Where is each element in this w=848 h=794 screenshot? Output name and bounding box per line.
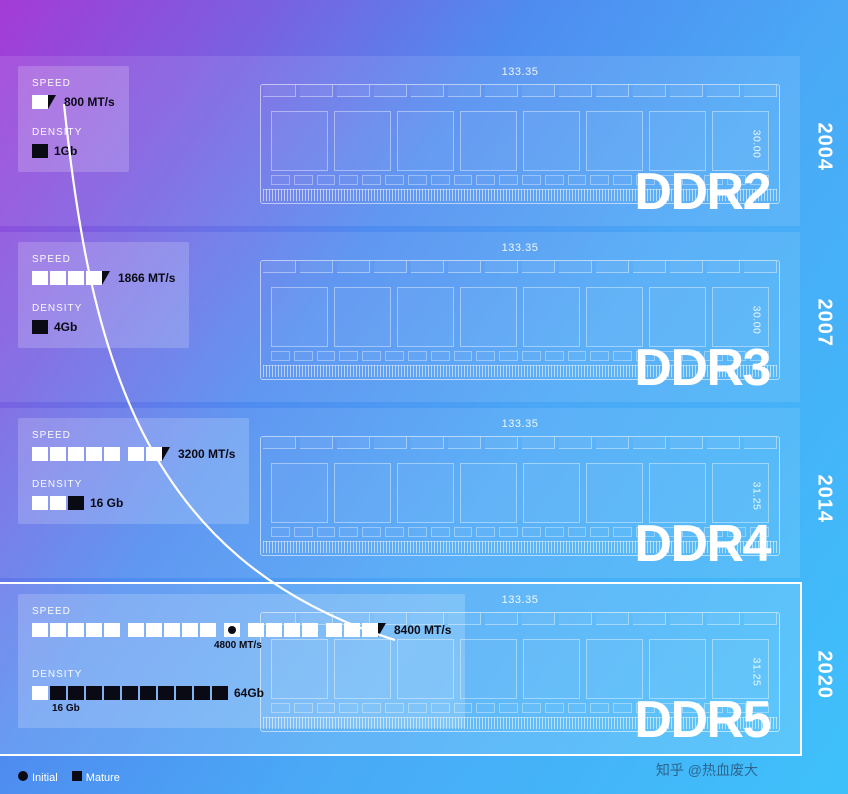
module-notch-row <box>261 261 779 275</box>
speed-initial-value: 4800 MT/s <box>214 640 451 651</box>
module-height-label: 31.25 <box>751 658 763 687</box>
module-width-label: 133.35 <box>502 66 539 78</box>
density-value: 16 Gb <box>90 496 123 510</box>
module-height-label: 31.25 <box>751 482 763 511</box>
generation-name: DDR2 <box>634 166 770 218</box>
speed-mature-value: 1866 MT/s <box>118 271 175 285</box>
speed-label: SPEED <box>32 430 235 441</box>
density-value: 1Gb <box>54 144 77 158</box>
generation-name: DDR4 <box>634 518 770 570</box>
generation-row-ddr5: 31.25 133.35 DDR5 SPEED 8400 MT/s 4800 MT/s DE… <box>0 584 800 754</box>
speed-boxes: 800 MT/s <box>32 95 115 109</box>
module-height-label: 30.00 <box>751 130 763 159</box>
speed-boxes: 3200 MT/s <box>32 447 235 461</box>
density-boxes: 1Gb <box>32 144 115 158</box>
generation-row-ddr3: 30.00 133.35 DDR3 SPEED 1866 MT/s DENSITY 4Gb <box>0 232 800 402</box>
legend-initial: Initial <box>18 771 58 784</box>
module-chip-row <box>271 111 769 171</box>
ddr-evolution-infographic: 30.00 133.35 DDR2 SPEED 800 MT/s DENSITY 1Gb 20… <box>0 0 848 794</box>
density-value: 4Gb <box>54 320 77 334</box>
year-label-ddr3: 2007 <box>813 299 836 339</box>
mature-marker-icon <box>378 623 386 637</box>
mature-marker-icon <box>102 271 110 285</box>
legend: Initial Mature <box>18 771 120 784</box>
speed-label: SPEED <box>32 606 451 617</box>
density-label: DENSITY <box>32 127 115 138</box>
spec-card-ddr5: SPEED 8400 MT/s 4800 MT/s DENSITY 64Gb 16 Gb <box>18 594 465 728</box>
speed-boxes: 8400 MT/s <box>32 623 451 637</box>
module-notch-row <box>261 85 779 99</box>
year-label-ddr4: 2014 <box>813 475 836 515</box>
generation-row-ddr2: 30.00 133.35 DDR2 SPEED 800 MT/s DENSITY 1Gb <box>0 56 800 226</box>
speed-mature-value: 3200 MT/s <box>178 447 235 461</box>
mature-marker-icon <box>48 95 56 109</box>
generation-name: DDR5 <box>634 694 770 746</box>
speed-mature-value: 800 MT/s <box>64 95 115 109</box>
density-boxes: 64Gb <box>32 686 451 700</box>
module-chip-row <box>271 463 769 523</box>
mature-marker-icon <box>162 447 170 461</box>
spec-card-ddr4: SPEED 3200 MT/s DENSITY 16 Gb <box>18 418 249 524</box>
speed-boxes: 1866 MT/s <box>32 271 175 285</box>
legend-mature: Mature <box>72 771 120 784</box>
generation-row-ddr4: 31.25 133.35 DDR4 SPEED 3200 MT/s DENSITY 16 G… <box>0 408 800 578</box>
module-width-label: 133.35 <box>502 418 539 430</box>
density-label: DENSITY <box>32 303 175 314</box>
speed-label: SPEED <box>32 254 175 265</box>
year-label-ddr5: 2020 <box>813 651 836 691</box>
spec-card-ddr3: SPEED 1866 MT/s DENSITY 4Gb <box>18 242 189 348</box>
speed-mature-value: 8400 MT/s <box>394 623 451 637</box>
initial-marker-icon <box>228 626 236 634</box>
generation-name: DDR3 <box>634 342 770 394</box>
year-label-ddr2: 2004 <box>813 123 836 163</box>
legend-initial-label: Initial <box>32 772 58 784</box>
density-label: DENSITY <box>32 479 235 490</box>
module-width-label: 133.35 <box>502 242 539 254</box>
legend-mature-label: Mature <box>86 772 120 784</box>
spec-card-ddr2: SPEED 800 MT/s DENSITY 1Gb <box>18 66 129 172</box>
density-boxes: 4Gb <box>32 320 175 334</box>
module-height-label: 30.00 <box>751 306 763 335</box>
density-label: DENSITY <box>32 669 451 680</box>
density-mature-value: 64Gb <box>234 686 264 700</box>
watermark: 知乎 @热血废大 <box>656 760 758 780</box>
module-notch-row <box>261 437 779 451</box>
density-initial-value: 16 Gb <box>52 703 451 714</box>
density-boxes: 16 Gb <box>32 496 235 510</box>
speed-label: SPEED <box>32 78 115 89</box>
module-chip-row <box>271 287 769 347</box>
module-width-label: 133.35 <box>502 594 539 606</box>
